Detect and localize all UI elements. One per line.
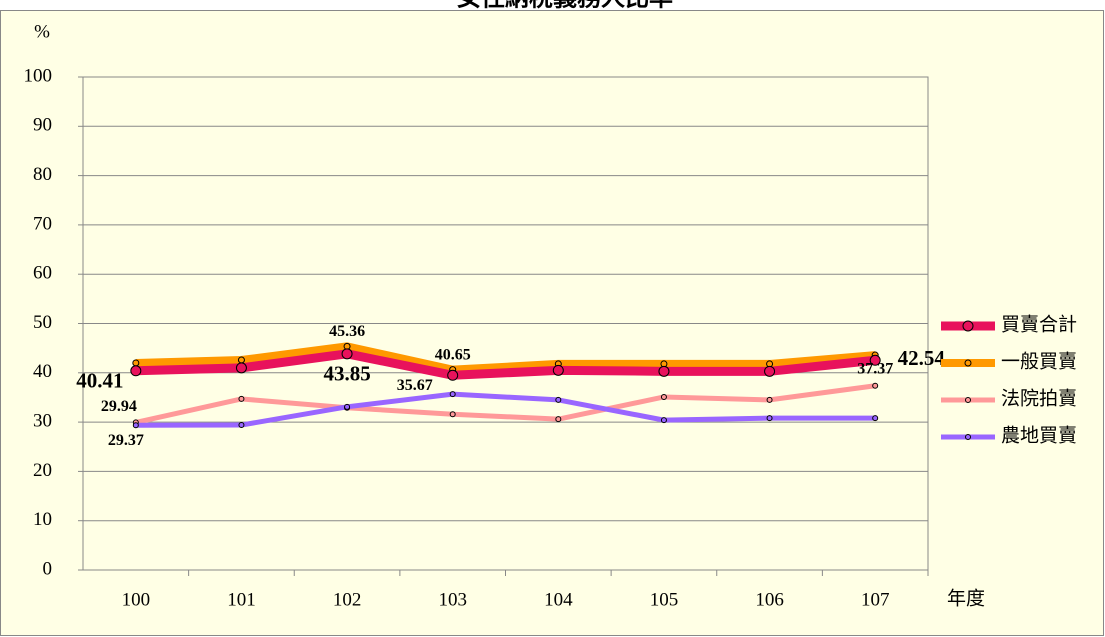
data-label: 40.41 bbox=[76, 369, 123, 393]
point bbox=[872, 415, 879, 422]
data-label: 29.37 bbox=[108, 432, 144, 449]
x-axis-label: 年度 bbox=[947, 587, 985, 609]
y-tick-label: 100 bbox=[24, 65, 53, 86]
legend-marker bbox=[965, 434, 971, 440]
point bbox=[660, 417, 667, 424]
series-line bbox=[135, 391, 876, 428]
point bbox=[447, 369, 459, 381]
point bbox=[660, 393, 667, 400]
x-tick-label: 101 bbox=[227, 589, 256, 610]
series-line bbox=[135, 383, 876, 425]
legend-label: 一般買賣 bbox=[1001, 350, 1077, 372]
legend-label: 農地買賣 bbox=[1001, 424, 1077, 446]
x-tick-label: 107 bbox=[861, 589, 890, 610]
point bbox=[344, 403, 351, 410]
series-line bbox=[135, 349, 876, 380]
y-tick-label: 80 bbox=[33, 164, 52, 185]
y-tick-label: 40 bbox=[33, 361, 52, 382]
y-tick-label: 0 bbox=[43, 558, 53, 579]
legend-marker bbox=[964, 359, 972, 367]
point bbox=[869, 354, 881, 366]
point bbox=[130, 365, 142, 377]
point bbox=[238, 395, 245, 402]
y-tick-label: 20 bbox=[33, 460, 52, 481]
data-label: 29.94 bbox=[101, 398, 137, 415]
point bbox=[237, 356, 245, 364]
data-label: 42.54 bbox=[898, 346, 946, 370]
x-tick-label: 104 bbox=[544, 589, 573, 610]
point bbox=[238, 422, 245, 429]
x-tick-label: 103 bbox=[438, 589, 467, 610]
y-tick-label: 70 bbox=[33, 213, 52, 234]
point bbox=[132, 359, 140, 367]
chart-title: 女性納稅義務人比率 bbox=[457, 0, 673, 12]
y-tick-label: 10 bbox=[33, 509, 52, 530]
legend-marker bbox=[962, 320, 974, 332]
data-label: 45.36 bbox=[329, 323, 365, 340]
data-label: 37.37 bbox=[857, 360, 893, 377]
x-tick-label: 102 bbox=[333, 589, 362, 610]
data-label: 35.67 bbox=[397, 377, 433, 394]
point bbox=[235, 362, 247, 374]
y-tick-label: 60 bbox=[33, 263, 52, 284]
point bbox=[764, 365, 776, 377]
data-label: 40.65 bbox=[435, 346, 471, 363]
point bbox=[449, 411, 456, 418]
y-tick-label: 90 bbox=[33, 115, 52, 136]
data-label: 43.85 bbox=[323, 362, 370, 386]
legend-marker bbox=[965, 397, 971, 403]
point bbox=[658, 365, 670, 377]
point bbox=[341, 348, 353, 360]
point bbox=[766, 396, 773, 403]
legend-label: 買賣合計 bbox=[1001, 313, 1077, 335]
point bbox=[766, 415, 773, 422]
series-line bbox=[135, 342, 876, 374]
point bbox=[552, 364, 564, 376]
point bbox=[872, 382, 879, 389]
x-tick-label: 106 bbox=[755, 589, 784, 610]
x-tick-label: 100 bbox=[122, 589, 151, 610]
y-tick-label: 30 bbox=[33, 410, 52, 431]
point bbox=[555, 416, 562, 423]
y-tick-label: 50 bbox=[33, 312, 52, 333]
x-tick-label: 105 bbox=[650, 589, 679, 610]
point bbox=[555, 396, 562, 403]
y-axis-label: % bbox=[34, 21, 50, 42]
legend-label: 法院拍賣 bbox=[1001, 387, 1077, 409]
point bbox=[132, 422, 139, 429]
point bbox=[449, 391, 456, 398]
